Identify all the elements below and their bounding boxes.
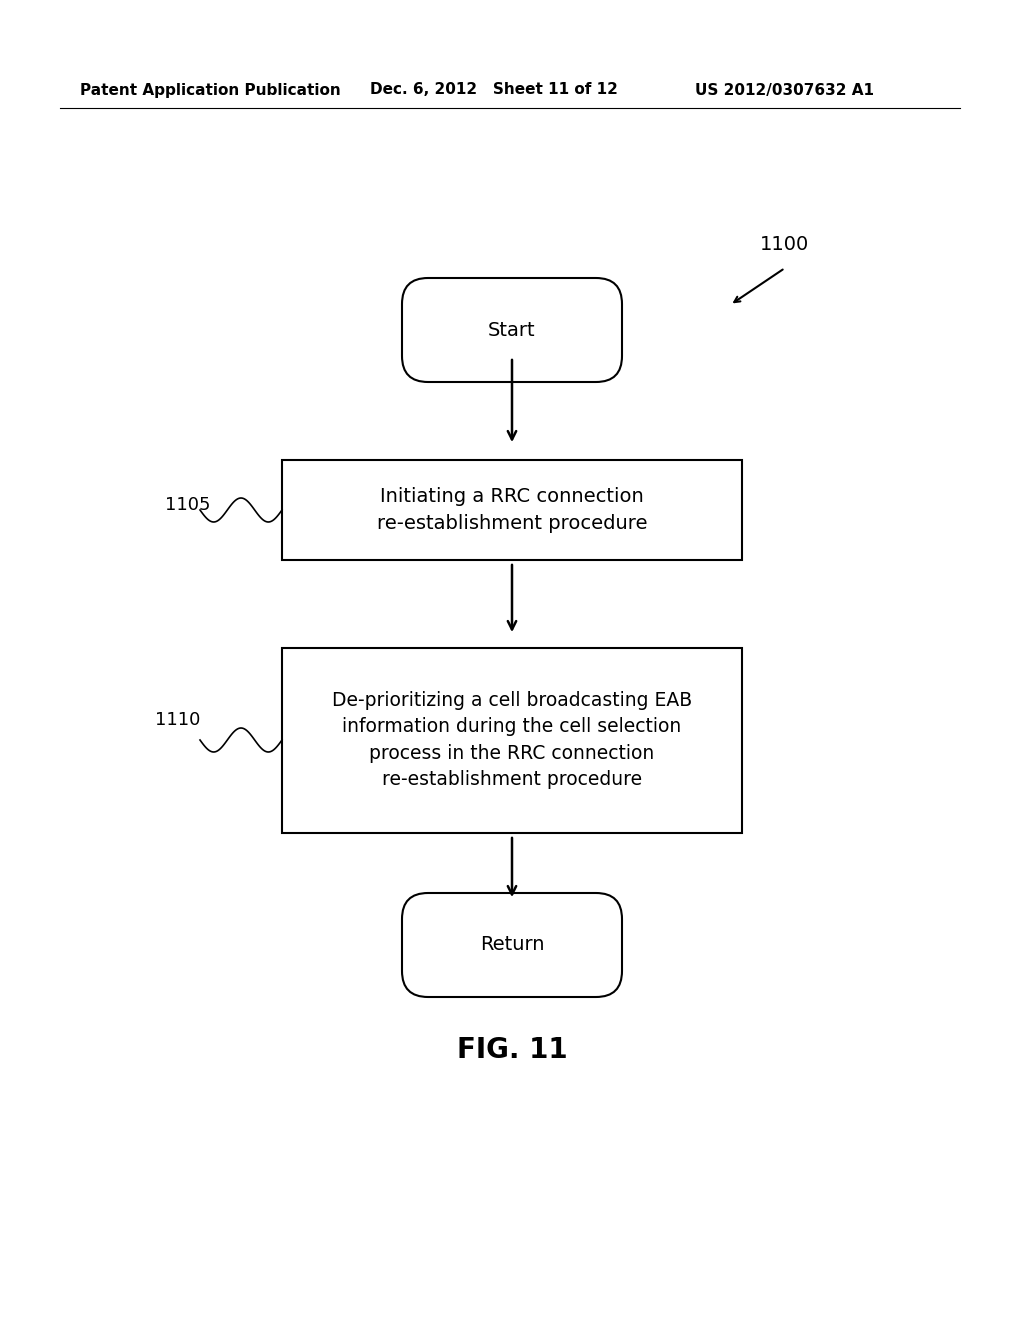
- Text: De-prioritizing a cell broadcasting EAB
information during the cell selection
pr: De-prioritizing a cell broadcasting EAB …: [332, 690, 692, 789]
- Text: Initiating a RRC connection
re-establishment procedure: Initiating a RRC connection re-establish…: [377, 487, 647, 533]
- Text: Dec. 6, 2012   Sheet 11 of 12: Dec. 6, 2012 Sheet 11 of 12: [370, 82, 617, 98]
- Text: 1105: 1105: [165, 496, 211, 513]
- Bar: [282, 648, 742, 833]
- Text: 1110: 1110: [155, 711, 201, 729]
- Text: Return: Return: [480, 936, 544, 954]
- Bar: [282, 459, 742, 560]
- Text: US 2012/0307632 A1: US 2012/0307632 A1: [695, 82, 874, 98]
- FancyBboxPatch shape: [402, 279, 622, 381]
- Text: 1100: 1100: [760, 235, 809, 255]
- Text: FIG. 11: FIG. 11: [457, 1036, 567, 1064]
- Text: Start: Start: [488, 321, 536, 339]
- Text: Patent Application Publication: Patent Application Publication: [80, 82, 341, 98]
- FancyBboxPatch shape: [402, 894, 622, 997]
